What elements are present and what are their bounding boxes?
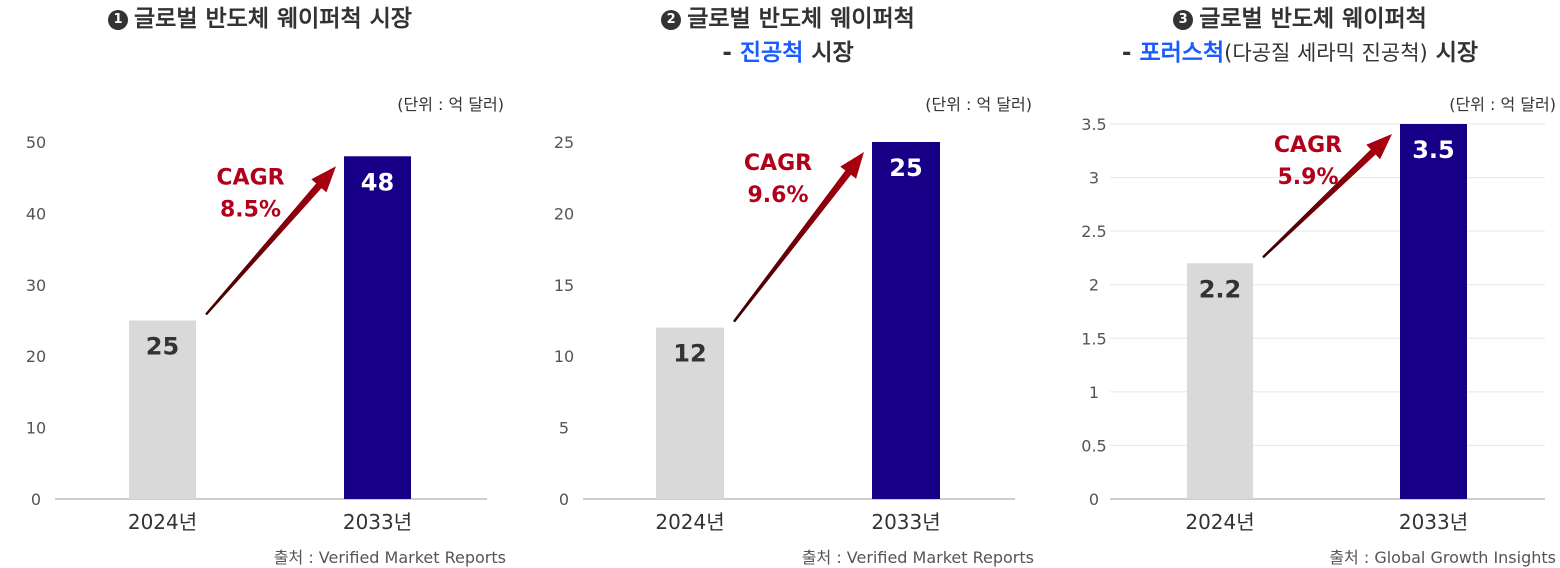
number-badge: 2 [661,10,682,30]
y-tick-label: 10 [26,419,46,438]
y-tick-label: 20 [554,204,574,223]
bar-chart-svg: 0 0.5 1 1.5 2 2.5 3 3.5 2.2 2024년 3.5 2033년 CAGR 5.9% [1081,115,1545,534]
y-tick-label: 0.5 [1081,436,1106,455]
source-label: 출처 : Global Growth Insights [1329,548,1556,567]
y-tick-label: 20 [26,347,46,366]
y-tick-label: 50 [26,133,46,152]
y-tick-label: 10 [554,347,574,366]
bar-2033년 [872,142,940,499]
bar-2024년 [129,320,196,499]
x-tick-label: 2024년 [1185,510,1254,534]
title-accent: 진공척 [739,40,804,66]
y-tick-label: 0 [31,490,41,509]
bar-chart-svg: 0 5 10 15 20 25 12 2024년 25 2033년 CAGR 9.6% [554,133,1015,534]
y-tick-label: 1.5 [1081,329,1106,348]
bar-2024년 [656,327,724,499]
title-prefix: - [1121,40,1140,66]
cagr-label: CAGR [216,165,284,190]
unit-label: (단위 : 억 달러) [397,95,504,114]
bar-2033년 [344,156,411,499]
x-tick-label: 2024년 [655,510,724,534]
source-label: 출처 : Verified Market Reports [273,548,506,567]
chart-panel-2: 2 글로벌 반도체 웨이퍼척 - 진공척 시장 (단위 : 억 달러) 0 5 10 1… [528,0,1048,567]
unit-label: (단위 : 억 달러) [1449,95,1556,114]
y-tick-label: 3.5 [1081,115,1106,134]
chart-title: 2 글로벌 반도체 웨이퍼척 [528,3,1048,35]
chart-panel-1: 1 글로벌 반도체 웨이퍼척 시장 (단위 : 억 달러) 0 10 20 30 40 50… [0,0,520,567]
x-tick-label: 2033년 [343,510,412,534]
bar-value-label: 2.2 [1199,275,1242,303]
y-tick-label: 5 [559,419,569,438]
unit-label: (단위 : 억 달러) [925,95,1032,114]
cagr-label: CAGR [744,151,812,176]
y-tick-label: 2.5 [1081,222,1106,241]
source-label: 출처 : Verified Market Reports [801,548,1034,567]
title-subtext: (다공질 세라믹 진공척) [1224,41,1428,65]
x-tick-label: 2033년 [1399,510,1468,534]
chart-title: 1 글로벌 반도체 웨이퍼척 시장 [0,3,520,35]
y-tick-label: 40 [26,204,46,223]
bar-value-label: 12 [673,340,706,368]
bar-value-label: 48 [361,168,394,196]
growth-arrow [733,152,864,323]
cagr-label: CAGR [1274,133,1342,158]
cagr-value: 5.9% [1277,165,1338,190]
title-prefix: - [722,40,740,66]
bar-value-label: 3.5 [1412,136,1455,164]
cagr-value: 8.5% [220,197,281,222]
title-suffix: 시장 [1427,40,1479,66]
y-tick-label: 1 [1089,383,1099,402]
y-tick-label: 25 [554,133,574,152]
chart-title: 3 글로벌 반도체 웨이퍼척 [1040,3,1560,35]
y-tick-label: 3 [1089,169,1099,188]
title-line-1: 글로벌 반도체 웨이퍼척 [687,6,915,32]
title-accent: 포러스척 [1139,40,1225,66]
bar-chart-svg: 0 10 20 30 40 50 25 2024년 48 2033년 CAGR 8.5% [26,133,487,534]
chart-title-line-2: - 포러스척(다공질 세라믹 진공척) 시장 [1040,37,1560,69]
y-tick-label: 30 [26,276,46,295]
chart-panel-3: 3 글로벌 반도체 웨이퍼척 - 포러스척(다공질 세라믹 진공척) 시장 (단위… [1040,0,1560,567]
x-tick-label: 2033년 [871,510,940,534]
title-line-1: 글로벌 반도체 웨이퍼척 시장 [134,6,412,32]
cagr-value: 9.6% [747,183,808,208]
bar-value-label: 25 [889,154,922,182]
chart-title-line-2: - 진공척 시장 [528,37,1048,69]
y-tick-label: 0 [1089,490,1099,509]
title-line-1: 글로벌 반도체 웨이퍼척 [1199,6,1427,32]
y-tick-label: 0 [559,490,569,509]
bar-2024년 [1187,263,1253,499]
bar-value-label: 25 [146,333,179,361]
x-tick-label: 2024년 [128,510,197,534]
growth-arrow [1262,134,1392,259]
growth-arrow [205,166,336,316]
title-suffix: 시장 [803,40,854,66]
number-badge: 3 [1173,10,1194,30]
y-tick-label: 2 [1089,276,1099,295]
y-tick-label: 15 [554,276,574,295]
bar-2033년 [1400,124,1467,499]
number-badge: 1 [108,10,129,30]
